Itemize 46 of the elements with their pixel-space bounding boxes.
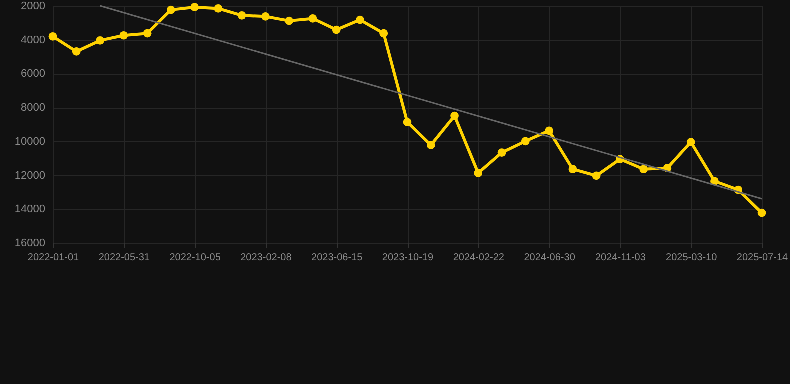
x-tick-label: 2023-06-15 bbox=[312, 252, 364, 264]
point bbox=[640, 165, 648, 174]
y-tick-label: 12000 bbox=[14, 170, 46, 182]
point bbox=[686, 138, 696, 146]
point bbox=[285, 16, 294, 26]
point bbox=[380, 29, 388, 38]
x-tick-label: 2024-11-03 bbox=[595, 252, 646, 264]
point bbox=[72, 48, 81, 56]
x-tick-label: 2023-10-19 bbox=[382, 252, 434, 264]
point bbox=[48, 32, 58, 41]
point bbox=[214, 4, 223, 13]
point bbox=[474, 169, 483, 178]
x-tick-label: 2025-03-10 bbox=[666, 252, 718, 264]
point bbox=[332, 26, 341, 34]
y-tick-label: 6000 bbox=[21, 68, 46, 80]
x-tick-label: 2024-02-22 bbox=[453, 252, 505, 264]
x-tick-label: 2024-06-30 bbox=[524, 252, 576, 264]
y-tick-label: 4000 bbox=[21, 34, 46, 46]
point bbox=[120, 31, 128, 40]
point bbox=[426, 141, 436, 150]
x-tick-label: 2022-01-01 bbox=[28, 252, 80, 264]
x-tick-label: 2022-05-31 bbox=[98, 252, 150, 264]
y-tick-label: 16000 bbox=[14, 238, 46, 250]
y-tick-label: 14000 bbox=[14, 204, 46, 216]
x-tick-label: 2022-10-05 bbox=[170, 252, 222, 264]
point bbox=[450, 112, 459, 120]
point bbox=[568, 165, 578, 174]
point bbox=[592, 172, 601, 180]
point bbox=[143, 29, 152, 38]
y-tick-label: 8000 bbox=[21, 102, 46, 114]
point bbox=[356, 16, 364, 24]
x-tick-label: 2025-07-14 bbox=[736, 252, 789, 264]
point bbox=[238, 11, 246, 20]
point bbox=[190, 3, 199, 12]
point bbox=[96, 36, 104, 45]
point bbox=[521, 137, 530, 146]
point bbox=[545, 126, 554, 136]
point bbox=[403, 118, 412, 126]
y-tick-label: 10000 bbox=[14, 136, 46, 148]
point bbox=[166, 6, 176, 14]
x-tick-label: 2023-02-08 bbox=[240, 252, 292, 264]
y-tick-label: 2000 bbox=[21, 0, 46, 12]
point bbox=[498, 148, 506, 157]
point bbox=[308, 14, 318, 23]
point bbox=[758, 208, 766, 218]
point bbox=[262, 12, 270, 21]
